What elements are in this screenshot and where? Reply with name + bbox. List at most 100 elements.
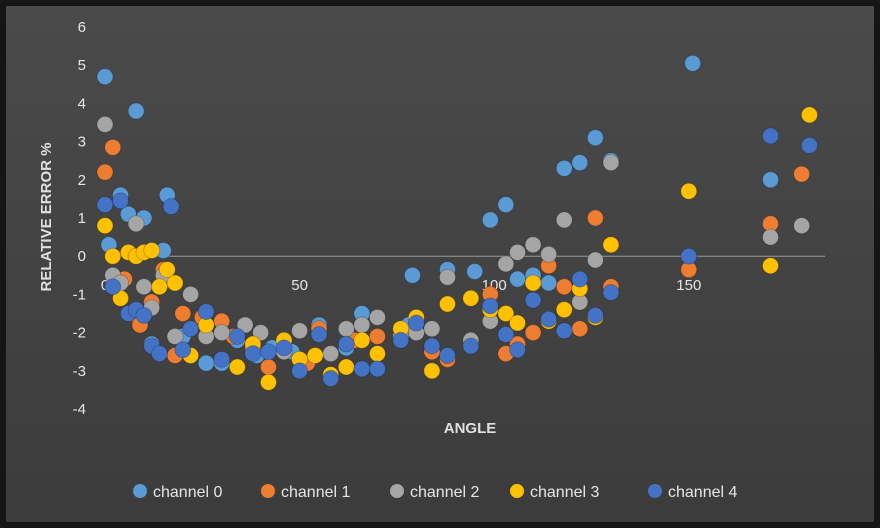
data-point: [680, 247, 698, 265]
data-point: [462, 337, 480, 355]
data-point: [182, 320, 200, 338]
legend-label: channel 1: [281, 484, 350, 501]
data-point: [182, 285, 200, 303]
data-point: [801, 137, 818, 154]
data-point: [407, 314, 425, 332]
data-point: [158, 261, 176, 278]
data-point: [466, 263, 484, 280]
data-point: [423, 320, 441, 338]
data-point: [439, 295, 456, 313]
data-point: [369, 345, 386, 363]
data-point: [162, 198, 180, 215]
data-point: [252, 324, 270, 342]
data-point: [571, 154, 589, 172]
data-point: [228, 328, 246, 345]
data-point: [586, 307, 604, 324]
data-point: [602, 154, 620, 172]
data-point: [369, 308, 386, 326]
data-point: [571, 320, 589, 338]
data-point: [497, 196, 515, 214]
y-tick-label: 3: [78, 134, 86, 151]
y-tick-label: -1: [73, 286, 86, 303]
series-channel-3: [96, 106, 818, 391]
data-point: [151, 345, 168, 363]
data-point: [497, 255, 515, 273]
y-tick-labels: -4 -3 -2 -1 0 1 2 3 4 5 6: [73, 19, 86, 418]
data-point: [439, 268, 456, 286]
data-point: [404, 266, 421, 284]
data-point: [571, 270, 589, 288]
data-point: [143, 242, 161, 259]
data-point: [555, 301, 573, 319]
legend-item: channel 3: [510, 484, 599, 501]
data-point: [337, 320, 355, 338]
data-point: [524, 236, 542, 254]
data-point: [602, 236, 620, 254]
data-point: [423, 337, 441, 355]
y-axis-title: RELATIVE ERROR %: [38, 143, 55, 292]
y-tick-label: 0: [78, 248, 86, 265]
data-point: [275, 339, 293, 357]
data-point: [481, 211, 499, 229]
data-point: [166, 274, 184, 292]
data-point: [524, 274, 542, 292]
data-point: [369, 328, 386, 345]
data-point: [197, 354, 215, 372]
legend-label: channel 4: [668, 484, 737, 501]
data-point: [322, 345, 340, 363]
data-point: [244, 345, 262, 363]
data-point: [555, 278, 573, 296]
y-tick-label: -4: [73, 401, 86, 418]
data-point: [96, 217, 114, 235]
data-point: [586, 251, 604, 269]
y-tick-label: -3: [73, 363, 86, 380]
data-point: [439, 347, 456, 364]
data-point: [166, 328, 184, 345]
data-point: [462, 289, 480, 307]
legend: channel 0 channel 1 channel 2 channel 3 chan…: [133, 484, 737, 501]
data-point: [213, 350, 231, 368]
data-point: [555, 159, 573, 177]
data-point: [353, 316, 371, 334]
data-point: [369, 360, 386, 378]
y-tick-label: -2: [73, 325, 86, 342]
data-point: [497, 305, 515, 322]
legend-label: channel 3: [530, 484, 599, 501]
data-point: [680, 182, 698, 200]
y-tick-label: 2: [78, 172, 86, 189]
data-point: [793, 165, 811, 183]
data-point: [524, 291, 542, 309]
series-channel-2: [96, 116, 811, 363]
legend-item: channel 4: [648, 484, 737, 501]
data-point: [762, 127, 779, 145]
data-point: [586, 129, 604, 147]
legend-marker: [261, 484, 275, 498]
series-channel-4: [96, 127, 818, 387]
legend-item: channel 1: [261, 484, 350, 501]
data-point: [540, 310, 558, 328]
data-point: [197, 303, 215, 320]
data-point: [481, 297, 499, 315]
legend-marker: [510, 484, 524, 498]
data-point: [104, 247, 122, 265]
legend-marker: [133, 484, 147, 498]
x-axis-title: ANGLE: [444, 420, 497, 437]
data-point: [213, 324, 231, 342]
data-point: [260, 358, 277, 376]
data-point: [423, 362, 441, 380]
data-point: [497, 326, 515, 343]
legend-item: channel 0: [133, 484, 222, 501]
data-point: [112, 289, 129, 307]
data-point: [586, 209, 604, 227]
data-point: [540, 245, 558, 263]
data-point: [684, 54, 702, 72]
data-point: [127, 102, 145, 120]
data-point: [762, 228, 779, 246]
legend-label: channel 2: [410, 484, 479, 501]
data-point: [260, 343, 277, 361]
data-point: [260, 373, 277, 391]
legend-item: channel 2: [390, 484, 479, 501]
data-point: [96, 196, 114, 214]
data-points: [96, 54, 818, 391]
